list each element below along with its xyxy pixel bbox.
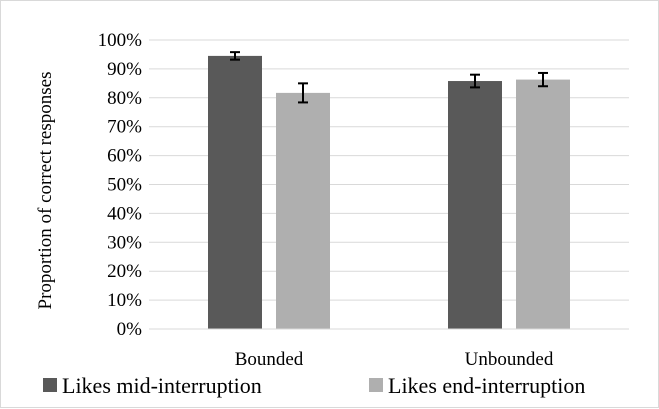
legend-item: Likes end-interruption [369, 373, 585, 398]
bars [208, 55, 570, 330]
y-tick-label: 40% [107, 203, 142, 224]
y-tick-label: 30% [107, 232, 142, 253]
legend-item: Likes mid-interruption [43, 373, 262, 398]
y-tick-label: 20% [107, 261, 142, 282]
legend-swatch [369, 378, 383, 392]
y-tick-label: 70% [107, 117, 142, 138]
y-tick-label: 100% [98, 30, 143, 51]
bar [276, 92, 330, 330]
error-bar [538, 71, 548, 88]
y-tick-label: 0% [117, 319, 143, 340]
error-bar [470, 73, 480, 89]
y-axis-title: Proportion of correct responses [35, 72, 56, 310]
bar [516, 79, 570, 329]
x-tick-label: Bounded [235, 349, 304, 370]
y-tick-label: 80% [107, 88, 142, 109]
legend-label: Likes mid-interruption [62, 373, 262, 398]
x-axis-ticks: Bounded Unbounded [235, 349, 554, 370]
error-bars [230, 51, 548, 104]
x-tick-label: Unbounded [465, 349, 554, 370]
error-bar [230, 51, 240, 61]
legend-swatch [43, 378, 57, 392]
y-tick-label: 10% [107, 290, 142, 311]
y-axis-ticks: 0% 10% 20% 30% 40% 50% 60% 70% 80% 90% 100% [98, 30, 143, 340]
bar [448, 81, 502, 330]
y-tick-label: 90% [107, 59, 142, 80]
y-tick-label: 50% [107, 175, 142, 196]
error-bar [298, 82, 308, 104]
bar [208, 55, 262, 330]
legend-label: Likes end-interruption [388, 373, 585, 398]
y-tick-label: 60% [107, 146, 142, 167]
legend: Likes mid-interruption Likes end-interrup… [43, 373, 585, 398]
